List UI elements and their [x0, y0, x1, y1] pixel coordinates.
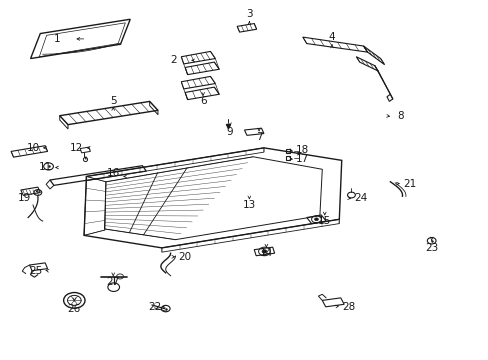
Text: 23: 23 — [424, 243, 437, 253]
Text: 2: 2 — [170, 55, 177, 65]
Text: 6: 6 — [200, 96, 206, 107]
Text: 16: 16 — [106, 168, 120, 178]
Text: 17: 17 — [296, 154, 309, 163]
Text: 21: 21 — [403, 179, 416, 189]
Text: 25: 25 — [29, 266, 42, 276]
Text: 24: 24 — [354, 193, 367, 203]
Text: 9: 9 — [226, 127, 233, 137]
Text: 15: 15 — [318, 216, 331, 226]
Text: 10: 10 — [26, 143, 40, 153]
Text: 19: 19 — [18, 193, 31, 203]
Text: 20: 20 — [178, 252, 191, 262]
Text: 8: 8 — [396, 111, 403, 121]
Text: 3: 3 — [245, 9, 252, 19]
Text: 4: 4 — [328, 32, 335, 42]
Text: 14: 14 — [259, 248, 272, 258]
Text: 11: 11 — [39, 162, 52, 172]
Text: 5: 5 — [110, 96, 116, 107]
Text: 12: 12 — [70, 143, 83, 153]
Text: 1: 1 — [54, 34, 61, 44]
Text: 26: 26 — [67, 303, 81, 314]
Text: 7: 7 — [255, 132, 262, 142]
Text: 28: 28 — [342, 302, 355, 312]
Text: 18: 18 — [296, 145, 309, 155]
Circle shape — [314, 218, 318, 221]
Text: 27: 27 — [106, 277, 120, 287]
Circle shape — [262, 249, 266, 253]
Text: 13: 13 — [242, 200, 255, 210]
Text: 22: 22 — [148, 302, 161, 312]
